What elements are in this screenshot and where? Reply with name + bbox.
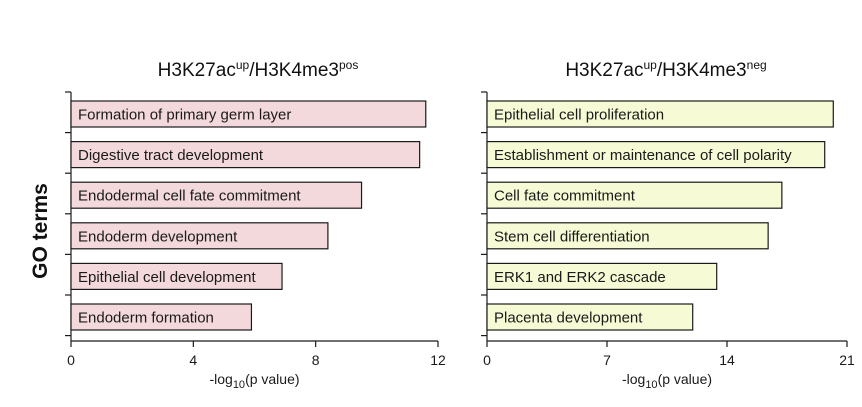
bar: [486, 141, 826, 169]
bar: [486, 303, 694, 331]
y-axis-label: GO terms: [29, 183, 52, 279]
x-tick-label: 21: [839, 352, 855, 368]
x-tick-label: 12: [430, 352, 446, 368]
bar: [70, 141, 421, 169]
x-tick-label: 8: [312, 352, 320, 368]
x-tick-label: 7: [603, 352, 611, 368]
title-base2: /H3K4me3: [249, 60, 339, 81]
title-base2: /H3K4me3: [657, 60, 747, 81]
bar: [486, 222, 769, 250]
bar-category-label: Digestive tract development: [78, 147, 264, 164]
bar-category-label: Epithelial cell development: [78, 269, 256, 286]
bar: [70, 222, 329, 250]
x-axis-label: -log10(p value): [622, 371, 712, 391]
bar-category-label: ERK1 and ERK2 cascade: [494, 269, 666, 286]
x-tick-label: 4: [189, 352, 197, 368]
chart-title: H3K27acup/H3K4me3pos: [158, 58, 359, 81]
chart-title: H3K27acup/H3K4me3neg: [565, 58, 766, 81]
title-base1: H3K27ac: [158, 60, 236, 81]
x-tick-label: 0: [483, 352, 491, 368]
bar: [70, 100, 427, 128]
bar: [70, 303, 253, 331]
bar: [486, 100, 834, 128]
bar-category-label: Epithelial cell proliferation: [494, 107, 664, 124]
bar: [70, 181, 363, 209]
bar-category-label: Endoderm development: [78, 228, 238, 245]
bar-category-label: Endoderm formation: [78, 310, 214, 327]
bar-category-label: Establishment or maintenance of cell pol…: [494, 147, 792, 164]
x-tick-label: 14: [719, 352, 735, 368]
bar: [486, 262, 718, 290]
title-sup1: up: [644, 58, 658, 72]
bar-category-label: Endodermal cell fate commitment: [78, 188, 301, 205]
xlabel-post: (p value): [245, 371, 299, 387]
bar: [70, 262, 283, 290]
bar-category-label: Placenta development: [494, 310, 643, 327]
title-sup2: neg: [747, 58, 767, 72]
xlabel-pre: -log: [209, 371, 232, 387]
title-sup1: up: [236, 58, 250, 72]
bar-category-label: Formation of primary germ layer: [78, 107, 291, 124]
bar: [486, 181, 783, 209]
bar-category-label: Stem cell differentiation: [494, 228, 650, 245]
xlabel-sub: 10: [645, 379, 657, 391]
title-base1: H3K27ac: [565, 60, 643, 81]
chart-panel-pos: H3K27acup/H3K4me3pos Formation of primary…: [65, 58, 446, 391]
xlabel-pre: -log: [622, 371, 645, 387]
bar-category-label: Cell fate commitment: [494, 188, 636, 205]
xlabel-post: (p value): [658, 371, 712, 387]
x-axis-label: -log10(p value): [209, 371, 299, 391]
xlabel-sub: 10: [233, 379, 245, 391]
title-sup2: pos: [339, 58, 358, 72]
chart-panel-neg: H3K27acup/H3K4me3neg Epithelial cell prol…: [481, 58, 855, 391]
x-tick-label: 0: [67, 352, 75, 368]
